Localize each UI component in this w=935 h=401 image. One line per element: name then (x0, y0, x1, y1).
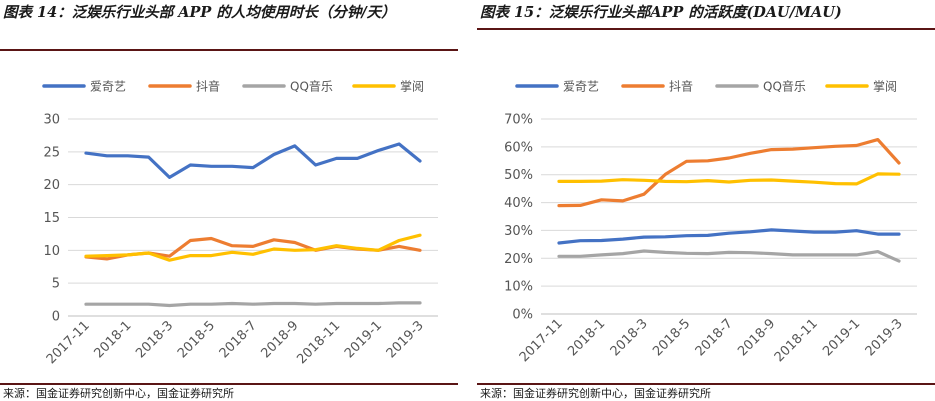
x-tick-label: 2019-3 (384, 318, 427, 361)
x-tick-label: 2017-11 (517, 316, 566, 365)
activity-line-chart: 0%10%20%30%40%50%60%70%2017-11 2018-1 2018… (504, 79, 917, 365)
usage-time-line-chart: 0510152025302017-112018-12018-32018-5201… (42, 79, 438, 367)
legend-label-zhangyue: 掌阅 (400, 80, 424, 94)
legend-label-qqmusic: QQ音乐 (290, 79, 333, 94)
series-line-zhangyue (557, 172, 901, 186)
y-tick-label: 25 (43, 145, 60, 160)
y-tick-label: 50% (504, 168, 533, 183)
legend-label-douyin: 抖音 (669, 79, 693, 94)
y-tick-label: 70% (504, 113, 533, 128)
x-tick-label: 2018-3 (133, 318, 176, 361)
source-note: 来源：国金证券研究创新中心，国金证券研究所 (3, 387, 234, 400)
bottom-rule (0, 383, 458, 385)
x-tick-label: 2019-1 (342, 318, 385, 361)
chart-title: 图表 15：泛娱乐行业头部APP 的活跃度(DAU/MAU) (480, 4, 842, 21)
x-tick-label: 2017-11 (44, 318, 93, 367)
x-tick-label: 2018-1 (91, 318, 134, 361)
x-tick-label: 2018-7 (217, 318, 260, 361)
x-tick-label: 2018-7 (693, 316, 736, 359)
y-tick-label: 30% (504, 224, 533, 239)
x-tick-label: 2018-5 (175, 318, 218, 361)
x-tick-label: 2018-3 (608, 316, 651, 359)
x-tick-label: 2018-11 (294, 318, 343, 367)
plot-area: 0 5 10 15 20 25 30 2017-11 2018-1 2018-3 2018-5 201… (0, 53, 458, 381)
x-tick-label: 2018-5 (650, 316, 693, 359)
chart-title: 图表 14：泛娱乐行业头部 APP 的人均使用时长（分钟/天） (3, 4, 396, 21)
y-tick-label: 0% (512, 308, 533, 323)
y-tick-label: 0 (52, 310, 60, 325)
y-tick-label: 15 (43, 211, 60, 226)
series-line-qqmusic (84, 301, 422, 308)
y-tick-label: 40% (504, 196, 533, 211)
legend-label-iqiyi: 爱奇艺 (90, 80, 126, 94)
legend-label-zhangyue: 掌阅 (873, 80, 897, 94)
series-line-qqmusic (557, 249, 901, 263)
series-line-iqiyi (84, 142, 422, 180)
source-note: 来源：国金证券研究创新中心，国金证券研究所 (480, 387, 711, 400)
chart-panel-usage-time: 图表 14：泛娱乐行业头部 APP 的人均使用时长（分钟/天） 0 5 10 15 20… (0, 0, 458, 401)
y-tick-label: 10% (504, 280, 533, 295)
legend-label-iqiyi: 爱奇艺 (563, 80, 599, 94)
x-tick-label: 2018-1 (565, 316, 608, 359)
x-tick-label: 2019-3 (863, 316, 906, 359)
bottom-rule (477, 383, 935, 385)
chart-panel-activity: 图表 15：泛娱乐行业头部APP 的活跃度(DAU/MAU) 0% 10% 20% 3… (477, 0, 935, 401)
series-line-iqiyi (557, 228, 901, 245)
plot-area: 0% 10% 20% 30% 40% 50% 60% 70% 2017-11 2018-1 2018… (477, 53, 935, 381)
x-tick-label: 2018-11 (772, 316, 821, 365)
top-rule (477, 28, 935, 30)
x-tick-label: 2018-9 (735, 316, 778, 359)
y-tick-label: 5 (52, 277, 60, 292)
series-line-douyin (557, 137, 901, 208)
x-tick-label: 2019-1 (820, 316, 863, 359)
y-tick-label: 10 (43, 244, 60, 259)
top-rule (0, 49, 458, 51)
series-line-zhangyue (84, 233, 422, 262)
y-tick-label: 20% (504, 252, 533, 267)
legend-label-qqmusic: QQ音乐 (763, 79, 806, 94)
y-tick-label: 60% (504, 140, 533, 155)
y-tick-label: 30 (43, 113, 60, 128)
y-tick-label: 20 (43, 178, 60, 193)
legend-label-douyin: 抖音 (196, 79, 220, 94)
